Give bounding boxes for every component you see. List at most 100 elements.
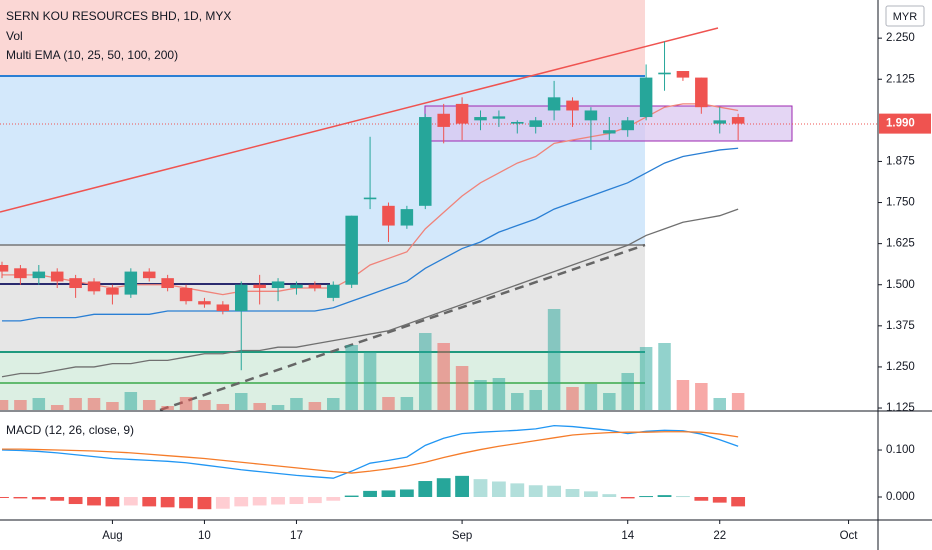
candle-body [87,281,101,292]
x-tick-label: Oct [840,530,859,542]
trend-line [0,27,719,213]
candle-body [584,110,598,121]
macd-histogram-bar [547,485,562,497]
candle-body [0,265,9,272]
volume-bar [584,384,598,410]
volume-bar [621,373,634,410]
currency-box [885,5,925,27]
candle-body [14,268,27,279]
x-tick-label: Aug [102,530,122,542]
volume-bar [216,404,230,410]
x-tick-label: 22 [713,530,726,542]
volume-bar [731,393,745,410]
volume-bar [713,398,726,410]
volume-bar [419,333,432,410]
macd-histogram-bar [123,496,138,506]
volume-bar [474,380,487,410]
volume-bar [658,343,671,410]
candle-body [308,284,322,289]
candle-body [731,117,745,124]
volume-bar [234,393,248,410]
volume-bar [161,406,174,410]
volume-bar [382,397,395,410]
volume-bar [124,392,138,410]
macd-histogram-bar [197,496,212,510]
candle-body [474,117,487,121]
candle-body [492,116,506,119]
macd-histogram-bar [455,475,469,497]
volume-bar [142,400,156,410]
macd-histogram-bar [657,495,672,497]
ema-line [1,208,739,378]
candle-body [179,288,193,302]
candle-body [529,120,542,127]
candle-body [676,71,690,78]
y-tick-label: 1.625 [886,238,915,250]
zone-gray [0,245,645,352]
macd-histogram-bar [215,496,230,509]
macd-histogram-bar [0,496,9,498]
x-tick-label: Sep [452,530,472,542]
volume-bar [511,393,524,410]
macd-histogram-bar [528,485,543,497]
candle-body [345,215,358,285]
candle-body [419,117,432,206]
volume-bar [455,366,469,410]
volume-bar [69,398,82,410]
macd-histogram-bar [399,489,414,497]
macd-histogram-bar [307,496,322,504]
candle-body [566,100,579,111]
macd-histogram-bar [179,496,193,509]
volume-bar [345,345,358,410]
macd-line [1,424,739,479]
last-price-box [879,113,931,134]
macd-title: MACD (12, 26, close, 9) [6,423,134,437]
candle-body [658,72,671,75]
y-tick-label: 0.100 [886,444,915,456]
volume-layer [0,309,745,410]
candle-body [271,281,285,289]
macd-histogram-bar [731,496,746,507]
candle-body [639,77,653,118]
candle-body [695,77,708,108]
candle-body [547,97,561,111]
macd-histogram-bar [160,496,175,508]
macd-histogram-bar [418,481,433,497]
volume-bar [639,347,653,410]
volume-bar [529,390,542,410]
macd-histogram-bar [105,496,120,507]
macd-histogram-bar [694,496,709,501]
macd-histogram-bar [252,496,267,506]
y-tick-label: 0.000 [886,491,915,503]
volume-bar [437,343,450,410]
trend-line [159,243,646,412]
volume-bar [50,405,64,410]
candle-body [142,271,156,279]
candle-body [455,103,469,124]
volume-bar [363,352,377,410]
y-tick-label: 1.750 [886,197,915,209]
y-tick-label: 1.375 [886,320,915,332]
macd-histogram-bar [289,496,304,505]
macd-histogram-bar [510,483,525,497]
candle-body [69,278,82,289]
zone-pink [0,0,645,76]
macd-histogram-bar [491,481,506,497]
macd-histogram-bar [68,496,83,505]
candle-body [363,197,377,200]
macd-histogram-bar [436,478,451,497]
price-layer [0,41,745,378]
x-tick-label: 10 [198,530,211,542]
volume-bar [676,380,690,410]
y-tick-label: 2.125 [886,73,915,85]
candle-body [234,284,248,312]
candle-body [327,284,340,298]
y-tick-label: 1.250 [886,361,915,373]
macd-histogram-bar [31,496,46,500]
signal-line [2,431,739,474]
volume-bar [290,398,303,410]
last-price-label: 1.990 [886,118,915,130]
macd-histogram-bar [584,491,598,497]
candle-body [382,205,395,226]
y-tick-label: 2.250 [886,32,915,44]
